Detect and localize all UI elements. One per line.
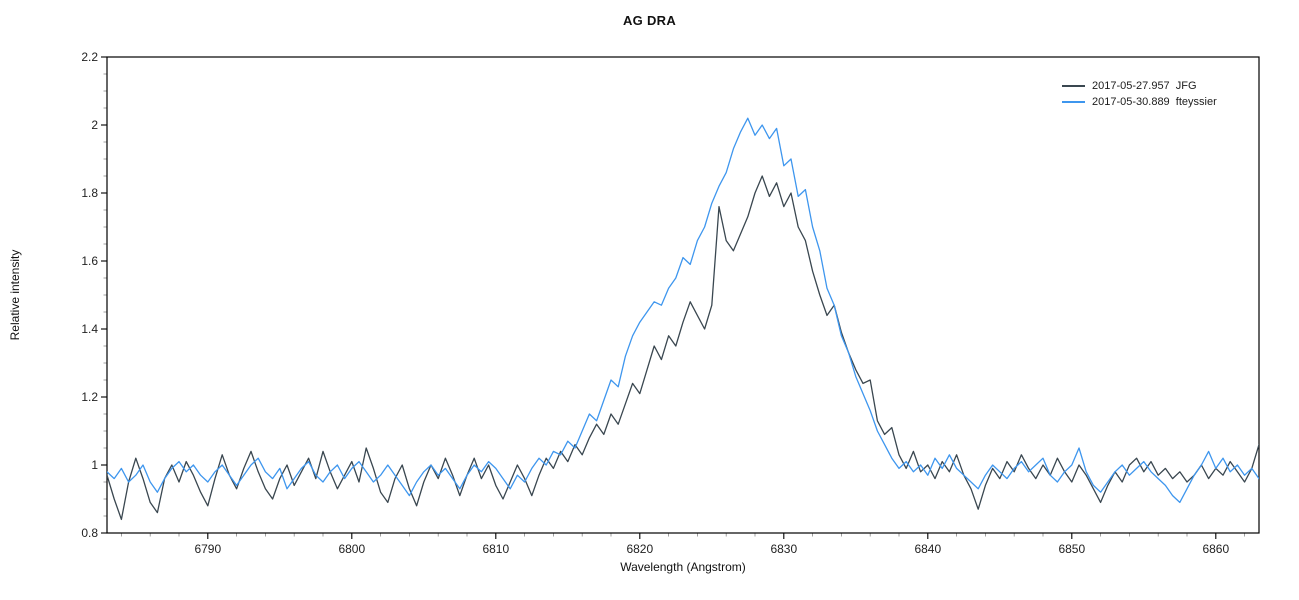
legend: 2017-05-27.957 JFG 2017-05-30.889 fteyss…	[1062, 78, 1217, 110]
legend-item: 2017-05-30.889 fteyssier	[1062, 94, 1217, 110]
x-tick-label: 6860	[1202, 542, 1229, 556]
x-tick-label: 6810	[482, 542, 509, 556]
y-tick-label: 2	[91, 118, 98, 132]
x-tick-label: 6850	[1058, 542, 1085, 556]
minor-ticks	[103, 73, 1245, 537]
y-tick-label: 2.2	[81, 50, 98, 64]
major-ticks	[101, 56, 1217, 539]
plot-frame	[106, 56, 1260, 534]
spectrum-line-0	[107, 175, 1259, 521]
chart-title: AG DRA	[622, 13, 677, 28]
x-tick-label: 6820	[626, 542, 653, 556]
y-tick-label: 1.2	[81, 390, 98, 404]
legend-line-swatch-icon	[1062, 85, 1085, 87]
y-tick-label: 1.6	[81, 254, 98, 268]
x-tick-label: 6800	[338, 542, 365, 556]
x-tick-label: 6790	[194, 542, 221, 556]
tick-labels: 6790 6800 6810 6820 6830 6840 6850 6860 0.8 1 1.2 1…	[81, 50, 1229, 556]
y-tick-label: 1	[91, 458, 98, 472]
x-tick-label: 6830	[770, 542, 797, 556]
y-tick-label: 0.8	[81, 526, 98, 540]
x-tick-label: 6840	[914, 542, 941, 556]
x-axis-label: Wavelength (Angstrom)	[620, 560, 746, 574]
y-axis-label: Relative intensity	[8, 249, 22, 341]
spectrum-line-1	[107, 117, 1259, 504]
legend-item: 2017-05-27.957 JFG	[1062, 78, 1217, 94]
legend-line-swatch-icon	[1062, 101, 1085, 103]
y-tick-label: 1.8	[81, 186, 98, 200]
y-tick-label: 1.4	[81, 322, 98, 336]
legend-label: 2017-05-27.957 JFG	[1092, 80, 1197, 92]
legend-label: 2017-05-30.889 fteyssier	[1092, 96, 1217, 108]
